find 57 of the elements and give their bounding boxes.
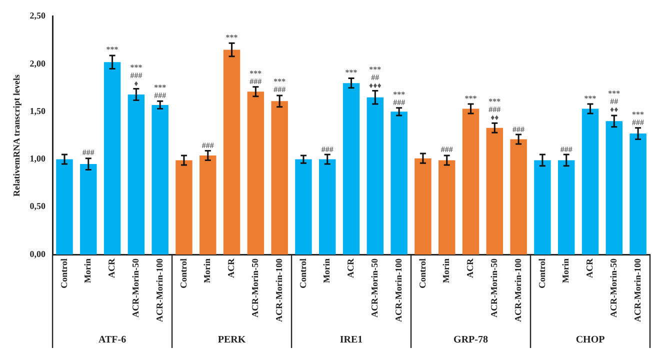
y-tick-label: 2,00 <box>30 58 46 68</box>
y-axis-title: RelativemRNA transcript levels <box>12 74 22 196</box>
data-label: *** <box>226 33 238 42</box>
data-label: *** ### ♦♦ <box>488 97 501 122</box>
x-tick-label: ACR-Morin-100 <box>154 258 164 322</box>
text: ATF-6 <box>98 334 126 346</box>
x-tick-label: ACR <box>465 258 476 278</box>
data-label: *** <box>345 68 358 78</box>
data-label: ### <box>512 124 525 134</box>
data-label: *** <box>464 94 477 104</box>
text: PERK <box>218 334 246 346</box>
x-tick-label: ACR-Morin-50 <box>250 258 260 318</box>
text: IRE1 <box>340 334 363 346</box>
data-label: *** ## ♦♦ <box>608 89 620 114</box>
data-label: *** ### <box>274 77 286 94</box>
data-label: *** ### <box>632 110 644 127</box>
x-tick-label: Control <box>536 258 547 288</box>
data-label: ### <box>82 148 94 158</box>
y-tick-label: 1,00 <box>30 154 46 164</box>
text: CHOP <box>576 334 605 346</box>
x-tick-label: Morin <box>202 258 212 284</box>
x-tick-label: Control <box>178 258 188 288</box>
x-tick-label: Control <box>298 258 308 288</box>
x-tick-label: ACR-Morin-50 <box>488 258 499 318</box>
data-label: *** ### ♦ <box>130 62 142 88</box>
x-tick-label: ACR-Morin-100 <box>512 258 523 322</box>
x-tick-label: ACR <box>346 258 356 278</box>
x-tick-label: Control <box>417 258 428 288</box>
x-tick-label: ACR-Morin-100 <box>274 258 284 322</box>
x-tick-label: ACR-Morin-50 <box>608 258 618 318</box>
data-label: *** <box>584 94 596 104</box>
x-tick-label: ACR-Morin-50 <box>370 258 380 318</box>
x-tick-label: Morin <box>322 258 332 284</box>
x-tick-label: Morin <box>441 258 452 284</box>
x-tick-label: Morin <box>560 258 571 284</box>
data-label: *** ### <box>250 68 262 86</box>
data-label: *** <box>106 45 118 54</box>
y-tick-label: 2,50 <box>30 10 46 21</box>
y-tick-label: 1,50 <box>30 106 46 116</box>
x-tick-label: ACR-Morin-100 <box>632 258 642 322</box>
data-label: *** ## ♦♦♦ <box>369 64 382 90</box>
y-tick-label: 0,00 <box>30 248 46 259</box>
data-label: ### <box>560 144 572 154</box>
x-tick-label: ACR-Morin-100 <box>393 258 404 322</box>
data-label: *** ### <box>393 90 406 107</box>
y-tick-label: 0,50 <box>30 201 46 212</box>
data-label: *** ### <box>154 83 166 100</box>
x-tick-label: ACR <box>584 258 595 278</box>
text: GRP-78 <box>454 334 488 346</box>
x-tick-label: ACR <box>226 258 236 278</box>
x-tick-label: Morin <box>82 258 93 284</box>
x-tick-label: ACR <box>106 258 117 278</box>
data-label: ### <box>202 140 214 150</box>
data-label: ### <box>321 144 334 154</box>
data-label: ### <box>440 145 453 154</box>
x-tick-label: Control <box>58 258 69 288</box>
x-tick-label: ACR-Morin-50 <box>130 258 141 318</box>
